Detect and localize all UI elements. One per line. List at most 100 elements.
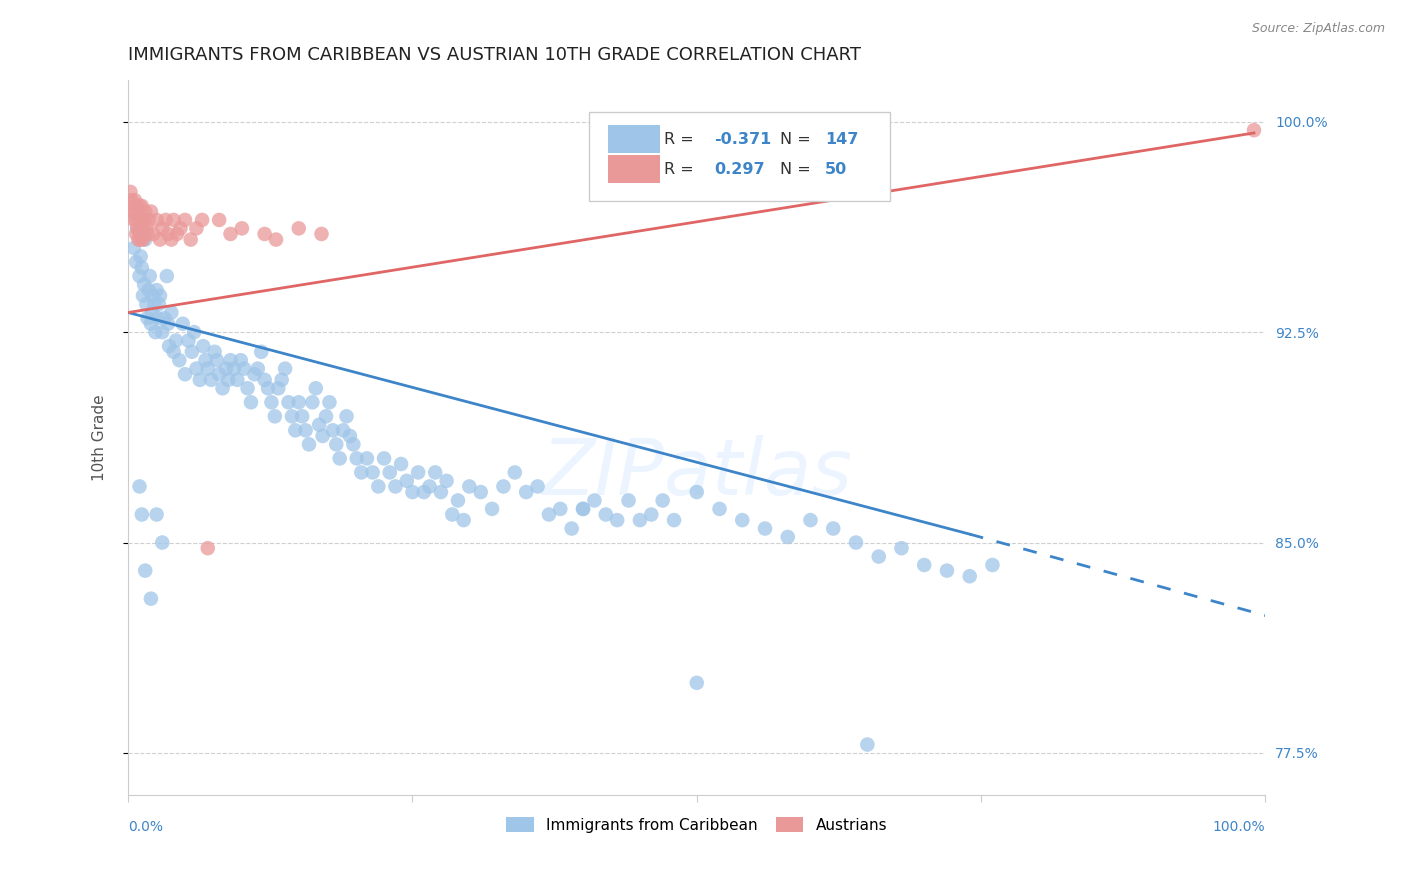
Point [134,564,156,578]
Point [868,549,890,564]
Text: Source: ZipAtlas.com: Source: ZipAtlas.com [1251,22,1385,36]
Text: -0.371: -0.371 [714,131,770,146]
Point [378,466,401,480]
Point [136,227,159,241]
Point [264,233,287,247]
Point [156,317,179,331]
Point [453,513,475,527]
Point [138,283,160,297]
Point [139,204,162,219]
Point [197,541,219,556]
Point [287,395,309,409]
Point [127,213,149,227]
Point [856,738,879,752]
Point [274,361,297,376]
Point [298,437,321,451]
Point [191,213,214,227]
Point [139,317,162,331]
Point [617,493,640,508]
Point [389,457,412,471]
Point [127,221,149,235]
Point [142,288,165,302]
Point [204,344,226,359]
Point [138,213,160,227]
Point [526,479,548,493]
Point [121,194,143,208]
Text: ZIPatlas: ZIPatlas [541,435,852,511]
Point [959,569,981,583]
Point [628,513,651,527]
Point [208,213,231,227]
Point [150,221,173,235]
Point [754,522,776,536]
Point [155,213,177,227]
Point [356,451,378,466]
FancyBboxPatch shape [589,112,890,202]
Point [342,437,364,451]
Point [662,513,685,527]
Point [143,297,166,311]
Point [595,508,617,522]
Point [145,213,167,227]
Point [122,213,145,227]
Point [148,297,170,311]
Point [311,429,333,443]
Point [183,325,205,339]
Point [384,479,406,493]
Point [401,485,423,500]
Point [128,227,150,241]
Point [845,535,868,549]
Text: N =: N = [780,161,815,177]
Point [311,227,333,241]
Point [1243,123,1265,137]
Point [180,233,202,247]
FancyBboxPatch shape [607,126,661,153]
Point [640,508,662,522]
Point [131,508,153,522]
Point [129,233,152,247]
Point [731,513,754,527]
Y-axis label: 10th Grade: 10th Grade [93,394,107,481]
Point [136,311,159,326]
Text: R =: R = [664,131,699,146]
Point [515,485,537,500]
Text: 0.297: 0.297 [714,161,765,177]
Point [561,522,583,536]
Point [172,317,194,331]
Point [125,255,148,269]
Point [361,466,384,480]
Point [157,339,180,353]
Point [132,213,155,227]
Point [145,283,167,297]
Point [135,221,157,235]
Point [936,564,959,578]
Point [120,185,142,199]
Legend: Immigrants from Caribbean, Austrians: Immigrants from Caribbean, Austrians [501,811,893,838]
Point [160,305,183,319]
Text: IMMIGRANTS FROM CARIBBEAN VS AUSTRIAN 10TH GRADE CORRELATION CHART: IMMIGRANTS FROM CARIBBEAN VS AUSTRIAN 10… [128,46,860,64]
Point [165,334,187,348]
Point [142,227,165,241]
Point [131,221,153,235]
Point [180,344,202,359]
Point [322,423,344,437]
Point [169,353,191,368]
Point [250,344,273,359]
Point [346,451,368,466]
Point [373,451,395,466]
Point [329,451,352,466]
Point [219,227,242,241]
Point [193,339,215,353]
Point [163,344,186,359]
Point [606,513,628,527]
Point [121,204,143,219]
Point [651,493,673,508]
Point [134,204,156,219]
Point [217,373,239,387]
Point [246,361,269,376]
Point [912,558,935,572]
Text: 147: 147 [825,131,859,146]
Point [257,381,280,395]
Point [205,353,228,368]
Point [481,502,503,516]
